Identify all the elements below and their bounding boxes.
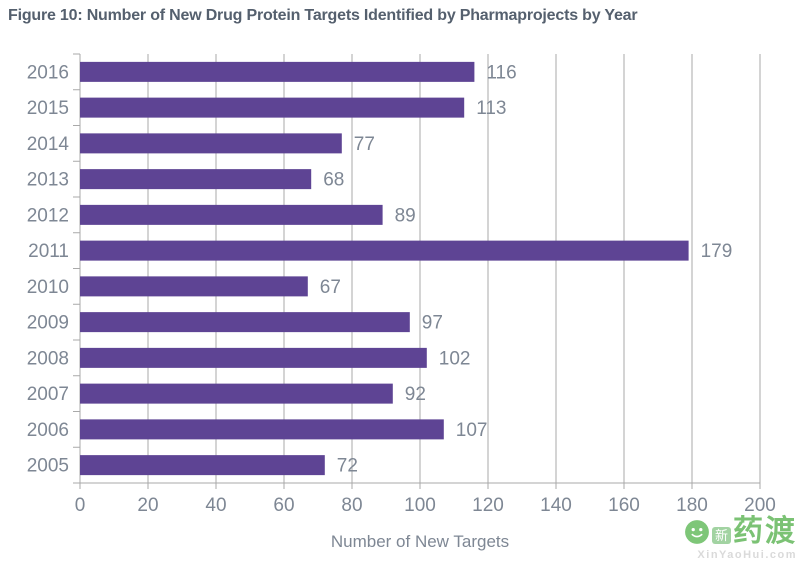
bar-2010 <box>80 276 308 297</box>
bar-2006 <box>80 419 444 440</box>
y-category-label-2010: 2010 <box>27 277 69 298</box>
bar-2016 <box>80 61 475 82</box>
value-label-2007: 92 <box>405 384 426 405</box>
x-tick-label-60: 60 <box>273 495 294 516</box>
bar-2015 <box>80 97 465 118</box>
y-category-label-2007: 2007 <box>27 384 69 405</box>
x-tick-label-0: 0 <box>75 495 86 516</box>
x-axis-title: Number of New Targets <box>331 532 509 551</box>
value-label-2013: 68 <box>323 170 344 191</box>
y-category-label-2009: 2009 <box>27 313 69 334</box>
x-tick-label-200: 200 <box>744 495 776 516</box>
y-category-label-2006: 2006 <box>27 420 69 441</box>
value-label-2008: 102 <box>439 348 471 369</box>
value-label-2005: 72 <box>337 456 358 477</box>
x-tick-label-120: 120 <box>472 495 504 516</box>
value-label-2014: 77 <box>354 134 375 155</box>
x-tick-label-20: 20 <box>137 495 158 516</box>
y-category-label-2013: 2013 <box>27 170 69 191</box>
bar-2008 <box>80 347 427 368</box>
x-tick-label-40: 40 <box>205 495 226 516</box>
value-label-2011: 179 <box>701 241 733 262</box>
x-tick-label-180: 180 <box>676 495 708 516</box>
y-category-label-2011: 2011 <box>28 241 69 262</box>
value-label-2009: 97 <box>422 313 443 334</box>
value-label-2010: 67 <box>320 277 341 298</box>
x-tick-label-160: 160 <box>608 495 640 516</box>
bar-2009 <box>80 312 410 333</box>
y-category-label-2015: 2015 <box>27 98 69 119</box>
x-tick-label-80: 80 <box>341 495 362 516</box>
y-category-label-2005: 2005 <box>27 456 69 477</box>
value-label-2006: 107 <box>456 420 488 441</box>
y-category-label-2014: 2014 <box>27 134 70 155</box>
bar-2012 <box>80 204 383 225</box>
bar-2007 <box>80 383 393 404</box>
bar-2013 <box>80 169 312 190</box>
bar-2005 <box>80 455 325 476</box>
value-label-2012: 89 <box>395 205 416 226</box>
bar-2014 <box>80 133 342 154</box>
y-category-label-2012: 2012 <box>27 205 69 226</box>
value-label-2015: 113 <box>476 98 506 119</box>
y-category-label-2008: 2008 <box>27 348 69 369</box>
x-tick-label-140: 140 <box>540 495 572 516</box>
bar-2011 <box>80 240 689 261</box>
x-tick-label-100: 100 <box>404 495 436 516</box>
y-category-label-2016: 2016 <box>27 62 69 83</box>
figure-title: Figure 10: Number of New Drug Protein Ta… <box>8 7 638 24</box>
value-label-2016: 116 <box>486 62 516 83</box>
